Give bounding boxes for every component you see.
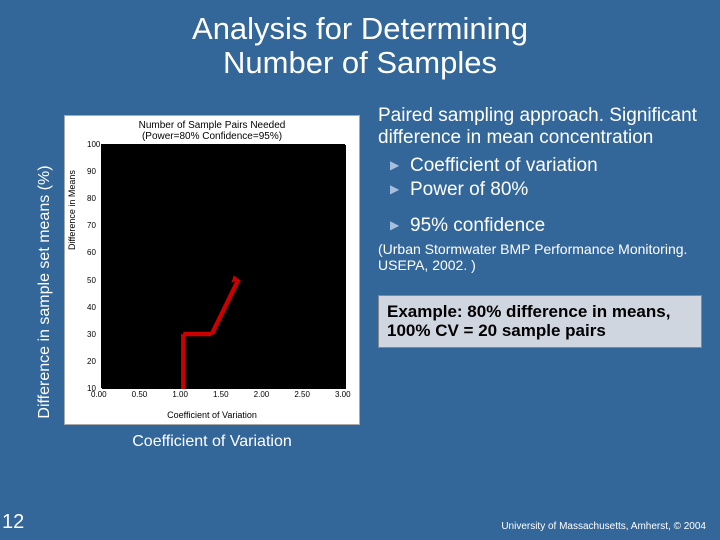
content-area: Difference in sample set means (%) Numbe… xyxy=(0,105,720,540)
chart-title-l2: (Power=80% Confidence=95%) xyxy=(142,131,282,142)
x-tick: 0.50 xyxy=(132,390,148,399)
y-tick: 70 xyxy=(87,221,96,230)
chart-inner-ylabel: Difference in Means xyxy=(67,170,77,250)
bullet-item: Power of 80% xyxy=(390,179,702,201)
x-tick: 2.00 xyxy=(254,390,270,399)
svg-text:50: 50 xyxy=(156,148,165,157)
example-callout: Example: 80% difference in means, 100% C… xyxy=(378,295,702,348)
chart-title-l1: Number of Sample Pairs Needed xyxy=(139,120,286,131)
y-tick: 60 xyxy=(87,248,96,257)
plot-area: 5 1020 50 100 200 500 1000 xyxy=(101,144,345,388)
svg-text:100: 100 xyxy=(180,148,194,157)
bullet-list: Coefficient of variationPower of 80% 95% … xyxy=(378,155,702,237)
chart-title: Number of Sample Pairs Needed (Power=80%… xyxy=(65,120,359,142)
citation-text: (Urban Stormwater BMP Performance Monito… xyxy=(378,241,702,273)
intro-paragraph: Paired sampling approach. Significant di… xyxy=(378,105,702,149)
svg-text:20: 20 xyxy=(136,148,145,157)
x-tick: 2.50 xyxy=(294,390,310,399)
y-tick: 10 xyxy=(87,384,96,393)
svg-text:5: 5 xyxy=(112,148,117,157)
plot-label-svg: 5 1020 50 100 200 500 1000 xyxy=(102,145,346,389)
y-tick: 100 xyxy=(87,140,100,149)
y-tick: 90 xyxy=(87,167,96,176)
svg-text:10: 10 xyxy=(124,148,133,157)
y-tick: 50 xyxy=(87,276,96,285)
slide-number: 12 xyxy=(2,511,24,534)
svg-text:200: 200 xyxy=(214,148,228,157)
footer-text: University of Massachusetts, Amherst, © … xyxy=(501,521,706,532)
x-tick: 1.00 xyxy=(172,390,188,399)
y-tick: 80 xyxy=(87,194,96,203)
x-tick: 1.50 xyxy=(213,390,229,399)
y-axis-label: Difference in sample set means (%) xyxy=(36,122,54,462)
chart-area: Difference in sample set means (%) Numbe… xyxy=(30,115,360,465)
slide-title: Analysis for Determining Number of Sampl… xyxy=(0,0,720,80)
svg-text:1000: 1000 xyxy=(302,148,320,157)
chart-inner-xlabel: Coefficient of Variation xyxy=(65,410,359,420)
title-line2: Number of Samples xyxy=(223,45,497,80)
y-axis-label-box: Difference in sample set means (%) xyxy=(30,115,58,465)
right-column: Paired sampling approach. Significant di… xyxy=(378,105,702,348)
title-line1: Analysis for Determining xyxy=(192,11,528,46)
x-axis-label: Coefficient of Variation xyxy=(64,433,360,451)
bullet-item: Coefficient of variation xyxy=(390,155,702,177)
y-tick: 20 xyxy=(87,357,96,366)
chart-image: Number of Sample Pairs Needed (Power=80%… xyxy=(64,115,360,425)
y-tick: 40 xyxy=(87,303,96,312)
bullet-item: 95% confidence xyxy=(390,215,702,237)
y-tick: 30 xyxy=(87,330,96,339)
x-tick: 3.00 xyxy=(335,390,351,399)
svg-text:500: 500 xyxy=(258,148,272,157)
